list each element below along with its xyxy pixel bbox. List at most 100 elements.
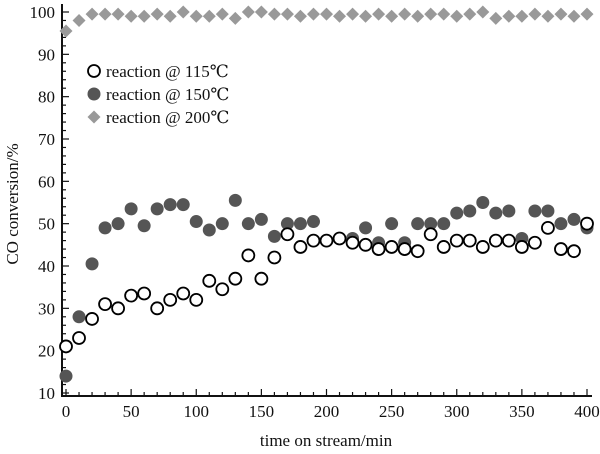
y-tick-label: 30 [38,299,55,318]
legend-marker-2 [87,110,101,124]
x-tick-label: 50 [123,402,140,421]
data-point-series-1 [424,217,438,231]
legend-marker-0 [87,64,101,78]
data-point-series-2 [241,5,255,19]
data-point-series-0 [567,244,581,259]
data-point-series-0 [384,240,399,254]
data-point-series-2 [580,7,594,21]
data-point-series-0 [163,292,178,307]
data-point-series-0 [293,240,308,254]
data-point-series-1 [111,217,125,231]
data-point-series-2 [528,7,542,21]
data-point-series-2 [424,7,438,21]
data-point-series-1 [528,204,542,218]
data-point-series-2 [280,7,294,21]
data-point-series-0 [371,242,386,256]
data-point-series-1 [411,217,425,231]
data-point-series-0 [98,297,112,312]
data-point-series-2 [72,13,86,27]
legend-label-0: reaction @ 115℃ [106,62,229,81]
legend-label-2: reaction @ 200℃ [106,108,229,127]
data-point-series-0 [332,231,347,246]
data-point-series-2 [411,9,425,23]
data-point-series-0 [189,292,204,307]
data-point-series-2 [137,9,151,23]
data-point-series-2 [320,7,333,21]
data-point-series-1 [489,206,503,220]
data-point-series-1 [359,221,373,235]
x-tick-label: 100 [184,402,210,421]
data-point-series-0 [514,240,529,254]
data-point-series-1 [72,310,86,324]
data-point-series-0 [280,227,295,242]
data-point-series-0 [410,244,425,259]
data-point-series-2 [306,7,320,21]
legend: reaction @ 115℃ reaction @ 150℃ reaction @… [87,62,229,127]
data-point-series-0 [241,248,256,263]
data-point-series-2 [176,5,190,19]
data-point-series-2 [202,9,216,23]
data-point-series-0 [319,233,334,248]
x-tick-label: 200 [314,402,340,421]
data-point-series-1 [437,217,451,231]
data-point-series-2 [450,9,464,23]
data-point-series-2 [372,7,386,21]
data-point-series-1 [228,193,242,207]
data-point-series-1 [293,217,307,231]
data-point-series-2 [541,9,555,23]
data-point-series-0 [111,301,125,316]
data-point-series-1 [567,212,581,226]
data-point-series-0 [72,331,86,345]
data-point-series-1 [476,196,490,209]
data-point-series-2 [385,9,399,23]
y-tick-label: 50 [38,215,55,234]
y-tick-label: 100 [30,3,56,22]
data-point-series-2 [333,9,347,23]
y-tick-label: 80 [38,88,55,107]
data-point-series-1 [98,221,112,235]
data-point-series-0 [528,235,542,250]
data-point-series-0 [501,233,516,248]
data-point-series-1 [189,215,203,229]
data-point-series-2 [98,7,112,21]
data-point-series-1 [124,202,138,216]
y-tick-label: 60 [38,172,55,191]
x-tick-label: 250 [379,402,405,421]
data-point-series-2 [489,11,503,25]
data-point-series-2 [502,9,516,23]
axes: 10 20 30 40 50 60 70 80 90 100 0 50 100 150 200 250 300 3… [30,3,600,421]
legend-marker-1 [87,87,101,101]
data-point-series-1 [150,202,164,216]
legend-label-1: reaction @ 150℃ [106,85,229,104]
data-point-series-1 [463,204,477,218]
y-axis-label: CO conversion/% [3,143,22,264]
data-point-series-0 [475,240,490,254]
y-tick-label: 10 [38,384,55,403]
data-point-series-2 [254,5,268,19]
data-point-series-1 [59,369,73,383]
data-point-series-0 [215,282,230,297]
data-point-series-1 [215,217,229,231]
data-point-series-2 [567,9,581,23]
x-tick-label: 150 [249,402,275,421]
data-point-series-2 [476,5,490,19]
y-tick-label: 70 [38,130,55,149]
data-point-series-0 [124,288,139,303]
data-point-series-0 [150,301,165,316]
data-point-series-1 [176,198,190,212]
data-point-series-1 [502,204,516,218]
data-point-series-0 [358,237,373,252]
data-point-series-0 [436,240,451,254]
data-point-series-1 [241,217,255,231]
data-marks [59,5,594,383]
data-point-series-0 [202,273,217,288]
data-point-series-0 [397,242,412,256]
y-tick-label: 40 [38,257,55,276]
x-axis-label: time on stream/min [260,431,393,449]
x-tick-label: 0 [62,402,71,421]
data-point-series-1 [254,212,268,226]
data-point-series-0 [306,233,321,248]
data-point-series-2 [163,9,177,23]
data-point-series-1 [163,198,177,212]
data-point-series-0 [580,216,594,231]
